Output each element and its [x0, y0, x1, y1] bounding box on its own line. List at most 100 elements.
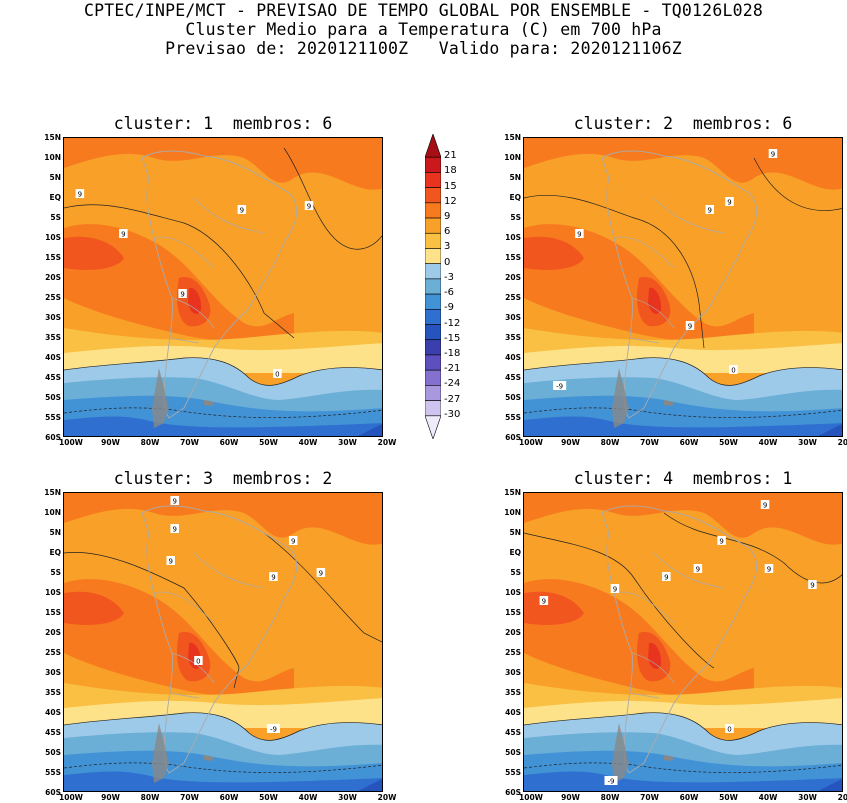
colorbar-segment — [424, 339, 442, 356]
colorbar-segment — [424, 187, 442, 204]
lat-tick-label: 10S — [45, 233, 61, 242]
contour-label: 9 — [539, 596, 549, 606]
contour-label: 9 — [166, 556, 175, 566]
lat-tick-label: 5N — [49, 528, 62, 537]
map-panel-1: 9 9 9 9 9 0 — [63, 137, 383, 437]
lon-tick-label: 60W — [679, 438, 699, 447]
svg-text:9: 9 — [613, 586, 617, 594]
contour-label: 9 — [610, 584, 620, 594]
south-america-coastline — [601, 150, 758, 419]
cold-band-12 — [818, 424, 842, 436]
patagonia — [152, 368, 169, 428]
svg-text:0: 0 — [196, 658, 200, 666]
header-subtitle: Cluster Medio para a Temperatura (C) em … — [185, 20, 662, 39]
lat-tick-label: 5S — [510, 568, 521, 577]
lat-tick-label: 35S — [505, 333, 521, 342]
hot-spot-west — [64, 236, 124, 270]
hottest-spot — [648, 642, 662, 669]
lat-tick-label: 15S — [505, 608, 521, 617]
svg-text:9: 9 — [291, 538, 295, 546]
contour-label: 9 — [662, 572, 671, 582]
isotherm-minus9 — [524, 407, 842, 418]
lat-tick-label: 5S — [50, 568, 61, 577]
lon-tick-label: 80W — [140, 438, 160, 447]
lat-tick-label: 25S — [45, 648, 61, 657]
isotherm-minus9 — [64, 407, 382, 418]
contour-label: 9 — [119, 229, 128, 239]
lat-tick-label: 40S — [505, 353, 521, 362]
lat-tick-label: 10S — [505, 588, 521, 597]
isotherm-0 — [524, 712, 842, 741]
contour-label: 9 — [764, 564, 774, 574]
isotherm-0 — [64, 712, 382, 741]
lat-tick-label: 55S — [505, 413, 521, 422]
svg-text:9: 9 — [767, 566, 771, 574]
lat-tick-label: 30S — [505, 668, 521, 677]
contour-label: 9 — [170, 496, 179, 506]
colorbar-label: 9 — [444, 211, 451, 223]
panel-3-title: cluster: 3 membros: 2 — [113, 469, 333, 488]
lat-tick-label: EQ — [509, 548, 522, 557]
panel-2-title: cluster: 2 membros: 6 — [573, 114, 793, 133]
colorbar-segment — [424, 217, 442, 234]
lat-tick-label: 5N — [509, 528, 522, 537]
svg-text:-9: -9 — [270, 726, 277, 734]
lat-tick-label: 5S — [510, 213, 521, 222]
colorbar-label: 21 — [444, 150, 457, 162]
svg-text:0: 0 — [275, 371, 279, 379]
colorbar-label: -3 — [444, 271, 454, 283]
lat-tick-label: 10S — [505, 233, 521, 242]
colorbar-segment — [424, 248, 442, 264]
south-america-coastline — [141, 150, 298, 419]
contour-label: -9 — [553, 381, 567, 391]
lat-tick-label: 10N — [44, 508, 61, 517]
lat-tick-label: 50S — [505, 748, 521, 757]
falklands — [204, 755, 214, 761]
colorbar-segment — [424, 232, 442, 249]
contour-label: 9 — [693, 564, 703, 574]
svg-text:9: 9 — [172, 498, 176, 506]
contour-label: 9 — [768, 149, 778, 159]
svg-text:9: 9 — [172, 526, 176, 534]
lat-tick-label: 10N — [44, 153, 61, 162]
colorbar-segment — [424, 385, 442, 401]
lat-tick-label: 20S — [45, 273, 61, 282]
colorbar-segment — [424, 415, 442, 440]
colorbar-label: -12 — [444, 317, 461, 329]
lat-tick-label: 20S — [505, 628, 521, 637]
lon-tick-label: 20W — [837, 793, 847, 802]
svg-text:9: 9 — [708, 207, 712, 215]
lat-tick-label: 35S — [45, 333, 61, 342]
lat-tick-label: 35S — [505, 688, 521, 697]
lon-tick-label: 40W — [758, 438, 778, 447]
lat-tick-label: 45S — [45, 373, 61, 382]
colorbar-label: -9 — [444, 302, 454, 314]
lat-tick-label: 20S — [505, 273, 521, 282]
svg-text:9: 9 — [169, 558, 173, 566]
lat-tick-label: 55S — [505, 768, 521, 777]
isotherm-0 — [524, 357, 842, 386]
map-panel-4: 9 9 9 9 9 9 9 9 0 -9 — [523, 492, 843, 792]
contour-label: 9 — [705, 205, 714, 215]
svg-text:9: 9 — [121, 231, 125, 239]
colorbar-label: 0 — [444, 256, 451, 268]
colorbar-segment — [424, 369, 442, 386]
lon-tick-label: 60W — [219, 438, 239, 447]
contour-label: 9 — [725, 197, 734, 207]
country-borders — [613, 197, 725, 344]
lon-tick-label: 60W — [219, 793, 239, 802]
lon-tick-label: 30W — [338, 793, 357, 802]
lon-tick-label: 30W — [798, 438, 817, 447]
svg-text:9: 9 — [542, 598, 546, 606]
svg-text:9: 9 — [307, 203, 311, 211]
map-panel-2: 9 9 9 9 9 0 -9 — [523, 137, 843, 437]
contour-label: 9 — [75, 189, 85, 199]
svg-text:-9: -9 — [556, 383, 563, 391]
lat-tick-label: 60S — [45, 788, 61, 797]
lat-tick-label: 15N — [44, 488, 61, 497]
cold-band-9 — [64, 771, 382, 791]
colorbar-segment — [424, 278, 442, 295]
patagonia — [612, 368, 629, 428]
lon-tick-label: 40W — [758, 793, 778, 802]
contour-label: 9 — [575, 229, 584, 239]
